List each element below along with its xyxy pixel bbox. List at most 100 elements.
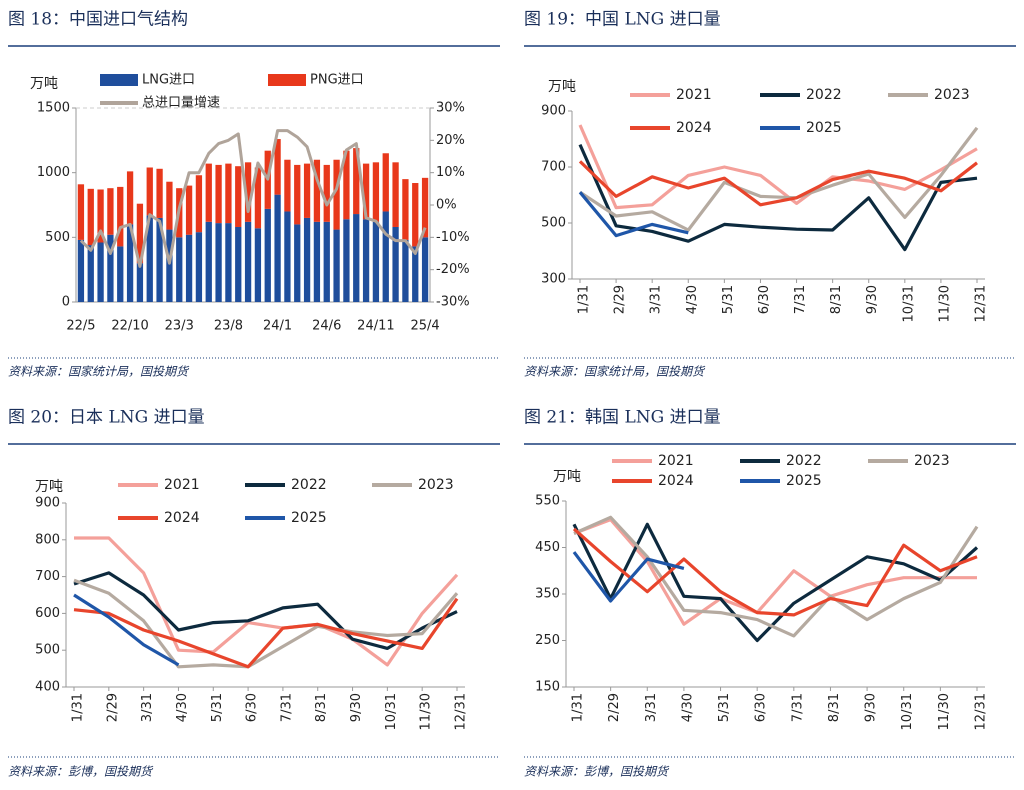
x-tick-label: 4/30: [175, 693, 190, 722]
series-line: [579, 126, 979, 232]
bar-segment: [343, 150, 350, 220]
series-line: [573, 518, 977, 626]
y-tick-label: 600: [35, 606, 60, 621]
y-tick-label: 1500: [37, 101, 70, 116]
bar-segment: [313, 159, 321, 222]
y-tick-label: 700: [541, 160, 566, 175]
series-line: [578, 160, 978, 207]
legend-label: 2023: [934, 87, 970, 103]
bar-segment: [185, 185, 193, 235]
legend-label: 2025: [806, 120, 842, 136]
bar-segment: [166, 229, 173, 302]
legend-label: LNG进口: [142, 73, 195, 88]
x-tick-label: 2/29: [105, 693, 120, 722]
y2-tick-label: 30%: [436, 101, 465, 116]
bar-segment: [166, 181, 173, 230]
x-tick-label: 10/31: [384, 693, 399, 730]
x-tick-label: 3/31: [644, 693, 659, 722]
legend-label: PNG进口: [310, 73, 364, 88]
bar-segment: [97, 189, 104, 243]
y2-tick-label: 0%: [436, 198, 457, 213]
source-note: 资料来源：彭博，国投期货: [524, 765, 670, 779]
bar-segment: [77, 239, 85, 302]
y2-tick-label: -30%: [436, 295, 470, 310]
legend-label: 总进口量增速: [142, 96, 220, 111]
bar-segment: [215, 164, 222, 224]
chart-title: 图 21：韩国 LNG 进口量: [524, 408, 721, 428]
bar-segment: [294, 224, 301, 302]
x-tick-label: 7/31: [793, 285, 808, 314]
x-tick-label: 25/4: [410, 319, 439, 334]
bar-segment: [402, 239, 409, 302]
series-line: [578, 124, 978, 210]
bar-segment: [264, 208, 271, 302]
series-line: [73, 571, 458, 650]
bar-segment: [303, 217, 311, 302]
bar-segment: [254, 167, 262, 229]
series-line: [572, 527, 978, 617]
x-tick-label: 1/31: [71, 693, 86, 722]
y-tick-label: 550: [535, 494, 560, 509]
bar-segment: [136, 263, 144, 302]
legend-label: 2023: [418, 477, 454, 493]
bar-segment: [215, 223, 222, 302]
bar-segment: [77, 184, 85, 240]
x-tick-label: 11/30: [419, 693, 434, 730]
bar-segment: [136, 203, 144, 264]
series-line: [578, 191, 689, 238]
y-tick-label: 500: [541, 216, 566, 231]
bar-segment: [97, 242, 104, 302]
y2-tick-label: -10%: [436, 230, 470, 245]
legend-label: 2024: [676, 120, 712, 136]
bar-segment: [185, 234, 193, 302]
x-tick-label: 7/31: [279, 693, 294, 722]
series-line: [79, 129, 427, 268]
legend-swatch: [268, 74, 306, 86]
chart-title: 图 18：中国进口气结构: [8, 10, 188, 30]
bar-segment: [235, 166, 242, 227]
bar-segment: [421, 237, 429, 302]
bar-segment: [225, 223, 232, 302]
legend-label: 2021: [658, 453, 694, 469]
bar-segment: [117, 246, 124, 302]
x-tick-label: 11/30: [937, 285, 952, 322]
x-tick-label: 22/10: [111, 319, 148, 334]
x-tick-label: 1/31: [577, 285, 592, 314]
bar-segment: [313, 221, 321, 302]
bar-segment: [353, 148, 360, 215]
x-tick-label: 9/30: [864, 693, 879, 722]
x-tick-label: 10/31: [901, 285, 916, 322]
bar-segment: [372, 221, 380, 302]
x-tick-label: 6/30: [754, 693, 769, 722]
bar-segment: [412, 183, 419, 247]
x-tick-label: 23/8: [214, 319, 243, 334]
bar-segment: [235, 226, 242, 302]
legend-label: 2023: [914, 453, 950, 469]
bar-segment: [343, 219, 350, 302]
source-note: 资料来源：国家统计局，国投期货: [524, 365, 706, 379]
y-axis-unit: 万吨: [548, 79, 576, 95]
bar-segment: [274, 194, 281, 302]
bar-segment: [156, 217, 163, 302]
bar-segment: [392, 162, 399, 227]
x-tick-label: 8/31: [827, 693, 842, 722]
y-tick-label: 250: [535, 633, 560, 648]
legend-label: 2022: [806, 87, 842, 103]
bar-segment: [146, 167, 153, 216]
y-tick-label: 0: [62, 295, 70, 310]
bar-segment: [402, 179, 409, 240]
bar-segment: [244, 221, 252, 302]
y-tick-label: 500: [45, 230, 70, 245]
series-line: [73, 597, 459, 669]
bar-segment: [412, 246, 419, 302]
bar-segment: [254, 228, 262, 302]
y-tick-label: 400: [35, 680, 60, 695]
chart-title: 图 20：日本 LNG 进口量: [8, 408, 205, 428]
x-tick-label: 24/6: [312, 319, 341, 334]
y-tick-label: 500: [35, 643, 60, 658]
x-tick-label: 3/31: [649, 285, 664, 314]
series-line: [572, 551, 685, 603]
x-tick-label: 2/29: [613, 285, 628, 314]
y-axis-unit: 万吨: [30, 76, 58, 92]
